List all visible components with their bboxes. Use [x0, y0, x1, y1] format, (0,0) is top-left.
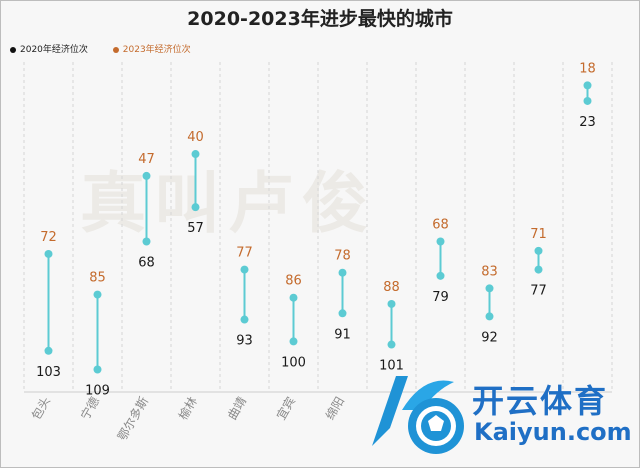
- point-2023: [289, 293, 298, 302]
- data-label-2020: 101: [379, 359, 404, 374]
- point-2023: [191, 150, 200, 159]
- point-2023: [44, 249, 53, 258]
- point-2020: [142, 237, 151, 246]
- data-label-2023: 47: [138, 152, 155, 167]
- legend-label-2020: 2020年经济位次: [20, 45, 88, 55]
- legend-label-2023: 2023年经济位次: [122, 45, 191, 55]
- point-2020: [93, 365, 102, 374]
- x-tick-label: 绵阳: [323, 395, 347, 423]
- brand-logo: 开云体育 Kaiyun.com: [362, 368, 632, 458]
- x-tick-label: 榆林: [175, 394, 200, 422]
- data-label-2020: 68: [138, 255, 155, 270]
- point-2023: [240, 265, 249, 274]
- data-label-2020: 100: [281, 355, 306, 370]
- data-label-2023: 83: [481, 264, 498, 279]
- watermark: 真叫卢俊: [80, 165, 376, 242]
- point-2020: [387, 340, 396, 349]
- x-tick-label: 曲靖: [225, 395, 249, 423]
- point-2023: [387, 299, 396, 308]
- data-label-2023: 71: [530, 227, 547, 242]
- point-2023: [583, 81, 592, 90]
- point-2020: [191, 203, 200, 212]
- point-2020: [240, 315, 249, 324]
- chart-title: 2020-2023年进步最快的城市: [187, 8, 453, 30]
- point-2023: [436, 237, 445, 246]
- data-label-2023: 85: [89, 271, 106, 286]
- brand-logo-graphic: [372, 376, 464, 454]
- data-label-2020: 92: [481, 330, 498, 345]
- legend: 2020年经济位次 2023年经济位次: [10, 42, 213, 55]
- point-2020: [583, 96, 592, 105]
- data-label-2020: 79: [432, 290, 449, 305]
- data-label-2023: 72: [40, 230, 57, 245]
- point-2020: [534, 265, 543, 274]
- point-2023: [142, 171, 151, 180]
- data-label-2023: 86: [285, 274, 302, 289]
- point-2020: [289, 337, 298, 346]
- data-label-2020: 109: [85, 384, 110, 399]
- point-2020: [44, 346, 53, 355]
- data-label-2023: 78: [334, 249, 351, 264]
- point-2023: [338, 268, 347, 277]
- data-label-2020: 93: [236, 334, 253, 349]
- brand-url: Kaiyun.com: [474, 418, 632, 446]
- data-label-2023: 88: [383, 280, 400, 295]
- point-2023: [485, 284, 494, 293]
- point-2020: [485, 312, 494, 321]
- brand-name: 开云体育: [472, 382, 609, 420]
- legend-item-2023: 2023年经济位次: [112, 42, 191, 55]
- data-label-2020: 57: [187, 221, 204, 236]
- x-tick-label: 鄂尔多斯: [114, 394, 151, 443]
- data-label-2023: 68: [432, 217, 449, 232]
- point-2020: [338, 309, 347, 318]
- legend-marker-2020: [10, 46, 16, 53]
- legend-item-2020: 2020年经济位次: [10, 42, 88, 55]
- point-2020: [436, 271, 445, 280]
- x-tick-label: 宜宾: [273, 394, 298, 422]
- legend-marker-2023: [112, 46, 119, 53]
- data-label-2020: 23: [579, 115, 596, 130]
- point-2023: [93, 290, 102, 299]
- data-label-2020: 91: [334, 327, 351, 342]
- x-tick-label: 包头: [29, 395, 53, 423]
- data-label-2023: 40: [187, 130, 204, 145]
- data-label-2023: 18: [579, 61, 596, 76]
- data-label-2020: 77: [530, 284, 547, 299]
- point-2023: [534, 246, 543, 255]
- data-label-2020: 103: [36, 365, 61, 380]
- data-label-2023: 77: [236, 246, 253, 261]
